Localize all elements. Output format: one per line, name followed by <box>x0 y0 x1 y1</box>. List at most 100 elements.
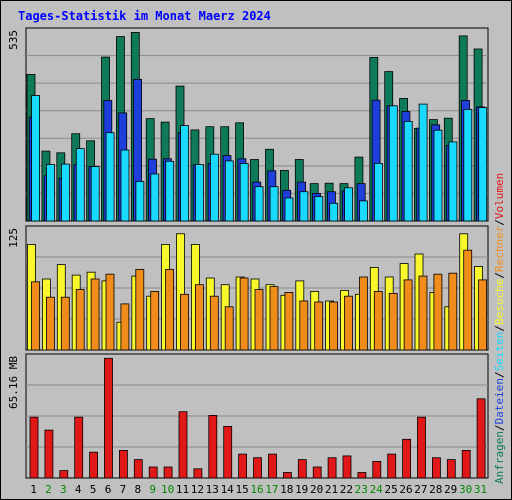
bar-rechner-day-30 <box>463 249 473 351</box>
bar-seiten-day-16 <box>254 186 264 222</box>
bar-rechner-day-27 <box>418 275 428 351</box>
bar-rechner-day-9 <box>150 290 160 351</box>
x-tick-label-day-19: 19 <box>295 483 308 496</box>
x-tick-label-day-9: 9 <box>149 483 156 496</box>
x-tick-label-day-8: 8 <box>134 483 141 496</box>
x-tick-label-day-5: 5 <box>90 483 97 496</box>
x-tick-label-day-7: 7 <box>120 483 127 496</box>
bar-seiten-day-10 <box>165 160 175 222</box>
bar-rechner-day-23 <box>358 276 368 351</box>
legend-item-anfragen: Anfragen <box>493 431 506 484</box>
x-tick-label-day-14: 14 <box>221 483 235 496</box>
bar-volumen-day-18 <box>282 472 292 479</box>
bar-volumen-day-25 <box>387 453 397 479</box>
bar-seiten-day-27 <box>418 103 428 222</box>
bar-seiten-day-21 <box>329 202 339 222</box>
x-tick-label-day-3: 3 <box>60 483 67 496</box>
bar-seiten-day-23 <box>359 200 368 222</box>
legend-separator: / <box>493 424 506 431</box>
bar-seiten-day-6 <box>105 132 115 222</box>
bar-seiten-day-9 <box>150 173 160 222</box>
bar-volumen-day-14 <box>223 425 233 479</box>
bar-rechner-day-26 <box>403 279 413 351</box>
bar-seiten-day-18 <box>284 197 294 222</box>
bar-volumen-day-22 <box>342 455 352 479</box>
bar-seiten-day-3 <box>61 163 70 222</box>
legend-item-volumen: Volumen <box>493 173 506 219</box>
bar-volumen-day-6 <box>104 357 113 479</box>
x-tick-label-day-2: 2 <box>45 483 52 496</box>
bar-seiten-day-13 <box>209 153 219 222</box>
bar-seiten-day-26 <box>403 121 413 222</box>
bar-rechner-day-5 <box>90 278 100 351</box>
bar-volumen-day-19 <box>297 459 307 479</box>
bar-seiten-day-15 <box>239 162 249 222</box>
bar-seiten-day-8 <box>135 180 145 222</box>
x-tick-label-day-17: 17 <box>265 483 278 496</box>
legend-separator: / <box>493 219 506 226</box>
x-tick-label-day-6: 6 <box>105 483 112 496</box>
bar-volumen-day-29 <box>446 459 456 479</box>
bar-seiten-day-2 <box>46 164 55 222</box>
y-max-label-bottom: 65.16 MB <box>7 356 20 409</box>
legend-separator: / <box>493 371 506 378</box>
bar-rechner-day-29 <box>448 272 458 351</box>
legend-separator: / <box>493 325 506 332</box>
x-tick-label-day-29: 29 <box>444 483 457 496</box>
bar-volumen-day-31 <box>476 398 486 479</box>
bar-volumen-day-28 <box>431 457 441 479</box>
x-tick-label-day-23: 23 <box>355 483 368 496</box>
bar-rechner-day-7 <box>120 303 130 351</box>
legend-separator: / <box>493 272 506 279</box>
bar-rechner-day-20 <box>314 301 324 351</box>
bar-seiten-day-12 <box>195 164 204 222</box>
bar-seiten-day-14 <box>224 160 234 222</box>
bar-volumen-day-21 <box>327 457 337 479</box>
bar-volumen-day-11 <box>178 411 188 479</box>
x-tick-label-day-24: 24 <box>370 483 384 496</box>
bar-seiten-day-17 <box>269 186 279 222</box>
chart-title: Tages-Statistik im Monat Maerz 2024 <box>18 9 271 23</box>
bar-seiten-day-29 <box>448 141 458 222</box>
x-tick-label-day-25: 25 <box>384 483 397 496</box>
bar-rechner-day-19 <box>299 300 309 351</box>
bar-rechner-day-2 <box>46 296 55 351</box>
bar-seiten-day-22 <box>344 187 354 222</box>
bar-rechner-day-24 <box>373 290 383 351</box>
bar-volumen-day-7 <box>119 449 128 479</box>
bar-rechner-day-31 <box>478 279 488 351</box>
bar-volumen-day-2 <box>44 429 54 479</box>
legend-item-besuche: Besuche <box>493 279 506 325</box>
bar-volumen-day-10 <box>163 466 173 479</box>
bar-volumen-day-27 <box>417 416 426 479</box>
bar-seiten-day-31 <box>478 107 488 222</box>
x-tick-label-day-21: 21 <box>325 483 338 496</box>
bar-volumen-day-1 <box>29 416 39 479</box>
x-tick-label-day-30: 30 <box>459 483 472 496</box>
x-tick-label-day-4: 4 <box>75 483 82 496</box>
bar-volumen-day-16 <box>253 457 262 479</box>
x-tick-label-day-26: 26 <box>399 483 412 496</box>
bar-seiten-day-19 <box>299 191 309 222</box>
x-tick-label-day-22: 22 <box>340 483 353 496</box>
bar-seiten-day-7 <box>120 149 130 222</box>
bar-volumen-day-13 <box>208 414 218 479</box>
bar-volumen-day-5 <box>89 451 98 479</box>
bar-volumen-day-15 <box>238 453 248 479</box>
bar-rechner-day-18 <box>284 291 294 351</box>
bar-volumen-day-9 <box>148 466 158 479</box>
bar-volumen-day-24 <box>372 460 382 479</box>
bar-rechner-day-17 <box>269 286 279 351</box>
x-tick-label-day-12: 12 <box>191 483 204 496</box>
x-tick-label-day-18: 18 <box>280 483 293 496</box>
x-tick-label-day-16: 16 <box>250 483 263 496</box>
bar-volumen-day-26 <box>402 438 412 479</box>
bar-rechner-day-11 <box>180 293 189 351</box>
bar-rechner-day-8 <box>135 268 145 351</box>
bar-rechner-day-6 <box>105 273 115 351</box>
bar-seiten-day-20 <box>314 196 324 222</box>
bar-rechner-day-14 <box>224 306 234 351</box>
bar-volumen-day-17 <box>268 453 277 479</box>
